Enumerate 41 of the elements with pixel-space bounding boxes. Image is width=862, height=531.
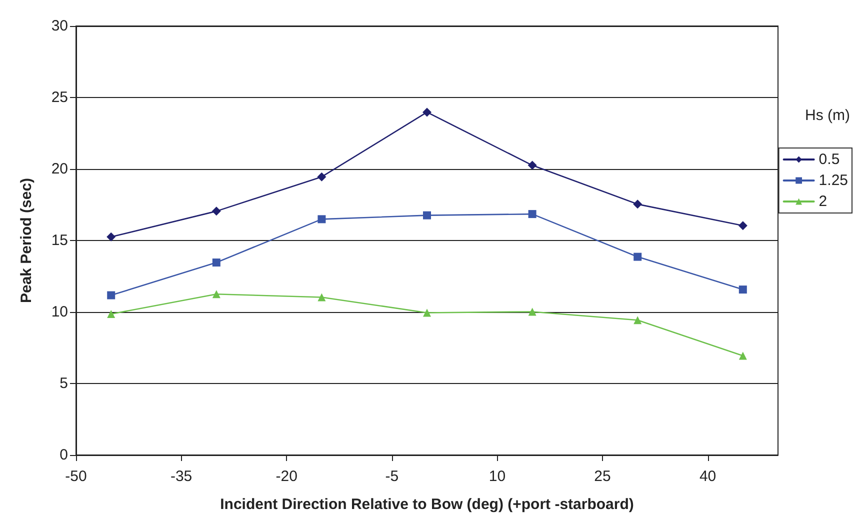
legend-title: Hs (m) <box>805 107 850 124</box>
point <box>318 215 326 224</box>
y-tick-label: 0 <box>60 446 68 464</box>
point <box>212 290 220 298</box>
y-tick-label: 5 <box>60 375 68 392</box>
point <box>423 211 431 220</box>
point <box>528 210 536 218</box>
point <box>107 310 116 318</box>
point <box>738 286 747 294</box>
y-tick-label: 10 <box>51 304 68 320</box>
legend-label: 2 <box>818 193 828 210</box>
point <box>422 108 432 117</box>
x-tick-label: 25 <box>594 468 611 485</box>
point <box>106 232 116 242</box>
point <box>528 308 536 316</box>
y-tick-label: 25 <box>51 89 68 106</box>
y-axis-title: Peak Period (sec) <box>18 178 35 304</box>
point <box>634 316 642 324</box>
x-tick-label: 40 <box>699 468 716 485</box>
point <box>738 221 748 230</box>
point <box>423 308 431 317</box>
point <box>107 291 116 300</box>
point <box>212 206 221 216</box>
point <box>318 293 326 302</box>
y-tick-label: 20 <box>51 160 68 178</box>
legend-label: 0.5 <box>818 151 840 168</box>
x-axis-title: Incident Direction Relative to Bow (deg) (+port -starboard) <box>220 496 634 513</box>
y-tick-label: 15 <box>51 232 68 249</box>
x-tick-label: 10 <box>488 468 506 485</box>
point <box>738 352 747 360</box>
point <box>528 160 537 170</box>
point <box>317 172 326 182</box>
x-tick-label: -35 <box>170 468 192 485</box>
point <box>212 258 220 267</box>
x-tick-label: -20 <box>276 468 298 485</box>
x-tick-label: -5 <box>385 468 399 485</box>
point <box>634 252 642 261</box>
point <box>633 200 642 209</box>
legend-label: 1.25 <box>818 172 848 189</box>
y-tick-label: 30 <box>51 18 68 34</box>
x-tick-label: -50 <box>65 468 87 485</box>
